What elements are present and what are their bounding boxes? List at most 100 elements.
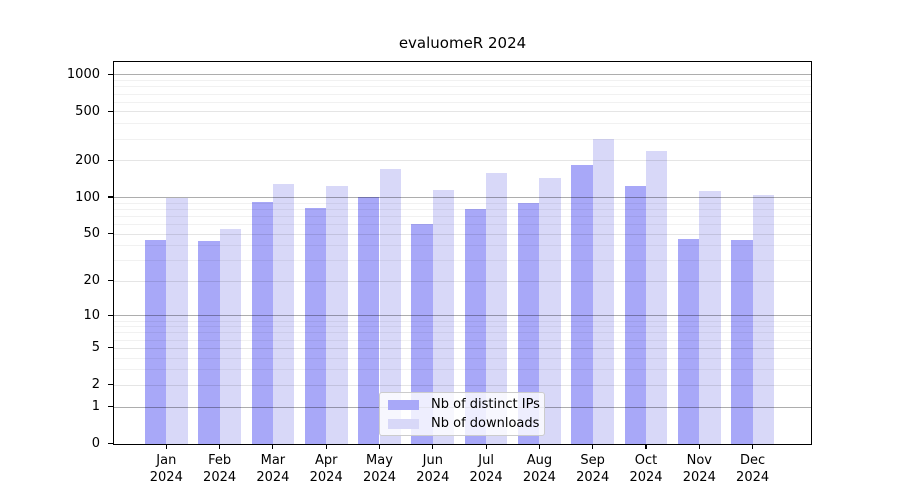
gridline-10: [113, 315, 812, 317]
x-tick-feb: [219, 445, 221, 449]
y-tick-100: [108, 196, 113, 198]
bar-downloads-aug: [539, 178, 561, 445]
x-tick-oct: [645, 445, 647, 449]
bar-downloads-nov: [699, 190, 721, 445]
x-tick-nov: [698, 445, 700, 449]
chart-title: evaluomeR 2024: [398, 34, 527, 52]
gridline-200: [113, 160, 812, 162]
gridline-500: [113, 111, 812, 113]
bar-ips-oct: [624, 186, 646, 445]
x-tick-aug: [538, 445, 540, 449]
y-tick-label-0: 0: [91, 436, 100, 451]
x-tick-label-jan: Jan 2024: [149, 453, 183, 485]
legend-entry-downloads: Nb of downloads: [380, 416, 544, 432]
bar-ips-mar: [251, 202, 273, 445]
y-tick-5: [108, 347, 113, 349]
gridline-80: [113, 208, 812, 210]
x-tick-label-jun: Jun 2024: [416, 453, 450, 485]
gridline-300: [113, 138, 812, 140]
gridline-2: [113, 384, 812, 386]
bar-downloads-sep: [592, 138, 615, 445]
x-tick-label-mar: Mar 2024: [256, 453, 290, 485]
gridline-4: [113, 357, 812, 359]
y-tick-200: [108, 159, 113, 161]
x-tick-mar: [272, 445, 274, 449]
y-tick-0: [108, 442, 113, 445]
x-tick-label-nov: Nov 2024: [682, 453, 716, 485]
gridline-20: [113, 280, 812, 282]
legend: Nb of distinct IPs Nb of downloads: [379, 392, 545, 436]
bar-downloads-dec: [752, 194, 774, 445]
gridline-600: [113, 101, 812, 103]
x-tick-label-may: May 2024: [362, 453, 397, 485]
gridline-3: [113, 369, 812, 371]
gridline-8: [113, 326, 812, 328]
bar-ips-sep: [571, 164, 593, 445]
y-tick-label-500: 500: [75, 103, 100, 119]
y-tick-20: [108, 280, 113, 282]
y-tick-label-10: 10: [83, 307, 100, 323]
y-tick-2: [108, 384, 113, 386]
bar-downloads-apr: [326, 185, 348, 445]
gridline-70: [113, 215, 812, 217]
bar-ips-jul: [464, 209, 487, 445]
x-tick-label-dec: Dec 2024: [736, 453, 770, 485]
bar-ips-jun: [411, 223, 433, 445]
gridline-9: [113, 320, 812, 322]
gridline-50: [113, 233, 812, 235]
x-tick-jun: [432, 445, 434, 449]
legend-label-downloads: Nb of downloads: [431, 416, 540, 431]
gridline-90: [113, 202, 812, 204]
bar-downloads-feb: [219, 228, 241, 445]
bar-ips-apr: [304, 208, 327, 445]
y-tick-label-100: 100: [75, 189, 100, 205]
y-tick-1: [108, 405, 113, 408]
bar-downloads-jan: [166, 198, 188, 445]
gridline-100: [113, 197, 812, 198]
x-tick-label-feb: Feb 2024: [203, 453, 237, 485]
gridline-700: [113, 93, 812, 95]
x-tick-jul: [485, 445, 487, 449]
y-tick-label-20: 20: [83, 273, 100, 289]
gridline-7: [113, 332, 812, 334]
gridline-60: [113, 223, 812, 225]
bar-ips-dec: [731, 240, 753, 445]
x-tick-label-apr: Apr 2024: [309, 453, 343, 485]
x-tick-label-oct: Oct 2024: [629, 453, 663, 485]
x-tick-label-sep: Sep 2024: [576, 453, 610, 485]
legend-label-distinct-ips: Nb of distinct IPs: [431, 397, 540, 412]
y-tick-50: [108, 232, 113, 235]
y-tick-10: [108, 314, 113, 316]
y-tick-label-200: 200: [75, 152, 100, 168]
bar-ips-nov: [677, 239, 700, 445]
bar-ips-feb: [198, 241, 220, 445]
bar-ips-aug: [518, 202, 540, 445]
gridline-400: [113, 123, 812, 125]
gridline-6: [113, 339, 812, 341]
legend-swatch-downloads-icon: [388, 418, 419, 429]
gridline-900: [113, 80, 812, 82]
gridline-40: [113, 245, 812, 247]
y-tick-label-1000: 1000: [66, 66, 100, 82]
x-tick-apr: [325, 445, 327, 449]
x-tick-sep: [592, 445, 594, 449]
bar-ips-jan: [144, 240, 167, 445]
legend-swatch-distinct-ips-icon: [388, 399, 419, 410]
x-tick-label-aug: Aug 2024: [522, 453, 556, 485]
x-tick-jan: [165, 445, 167, 449]
y-tick-label-1: 1: [91, 399, 100, 414]
bar-downloads-may: [379, 168, 401, 445]
bar-ips-may: [358, 197, 380, 445]
y-tick-500: [108, 110, 113, 112]
gridline-30: [113, 260, 812, 262]
gridline-800: [113, 86, 812, 88]
bar-downloads-jun: [432, 190, 455, 445]
y-tick-1000: [108, 73, 113, 75]
x-tick-may: [378, 445, 381, 449]
y-tick-label-5: 5: [91, 340, 100, 356]
bar-downloads-jul: [486, 172, 508, 445]
y-tick-label-2: 2: [91, 377, 100, 393]
x-tick-label-jul: Jul 2024: [469, 453, 503, 485]
plot-area: [113, 61, 812, 445]
